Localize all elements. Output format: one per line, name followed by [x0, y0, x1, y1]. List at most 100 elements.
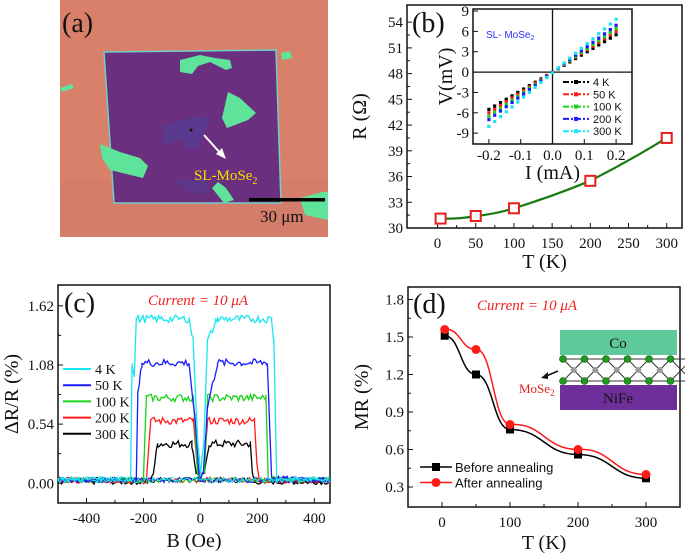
legend-label: 300 K [593, 126, 622, 138]
flake [60, 84, 74, 92]
x-tick-label: -200 [130, 511, 158, 527]
current-annotation: Current = 10 μA [477, 298, 578, 314]
y-tick-label: 54 [388, 15, 404, 31]
iv-point [591, 40, 595, 45]
x-tick-label: 200 [567, 515, 590, 531]
mose2-label: MoSe2 [519, 381, 555, 398]
data-point-circle [440, 325, 450, 334]
legend-marker [574, 104, 578, 109]
legend-label: Before annealing [455, 460, 553, 475]
iv-point [516, 94, 520, 98]
iv-point [597, 39, 601, 43]
x-tick-label: 400 [303, 511, 326, 527]
iv-point [556, 66, 560, 70]
panel-label-b: (b) [412, 8, 445, 39]
iv-point [493, 104, 497, 108]
iv-point [504, 102, 508, 106]
iv-point [579, 46, 584, 51]
se-atom [645, 377, 653, 385]
x-tick-label: 0 [197, 511, 205, 527]
data-point-square [507, 202, 520, 215]
data-point-circle [573, 445, 583, 454]
iv-point [585, 45, 589, 49]
x-tick-label: 200 [579, 236, 602, 252]
iv-point [585, 41, 589, 46]
iv-point [521, 88, 526, 93]
x-tick-label: 100 [503, 236, 526, 252]
plot-frame [406, 4, 683, 229]
iv-point [608, 33, 612, 37]
iv-point [545, 76, 549, 80]
data-point-square [574, 450, 582, 459]
x-tick-label: 250 [617, 236, 640, 252]
monolayer-flake [163, 116, 210, 150]
iv-point [510, 105, 514, 109]
se-atom [602, 355, 610, 363]
legend-label: 50 K [95, 379, 123, 394]
iv-point [614, 23, 618, 27]
panel-label-a: (a) [62, 8, 93, 39]
se-atom [623, 355, 632, 363]
mo-atom [592, 367, 599, 373]
se-atom [623, 377, 632, 385]
flake [212, 182, 234, 203]
y-tick-label: 0 [462, 65, 470, 81]
x-tick-label: 100 [499, 515, 522, 531]
flake [100, 144, 148, 178]
iv-point [608, 22, 612, 26]
legend-label: 4 K [593, 77, 610, 89]
iv-point [498, 115, 503, 119]
mo-atom [613, 367, 620, 373]
annotation-label: SL-MoSe2 [194, 168, 257, 187]
legend-label: 100 K [593, 102, 622, 114]
iv-point [614, 29, 618, 33]
y-tick-label: 45 [388, 92, 403, 108]
iv-point [562, 61, 566, 65]
x-axis-label: T (K) [522, 251, 567, 273]
legend-marker [432, 463, 440, 471]
flake [180, 55, 232, 74]
data-point-circle [641, 470, 651, 479]
y-tick-label: 30 [388, 221, 403, 237]
y-tick-label: 0.00 [28, 476, 54, 492]
y-tick-label: 6 [462, 24, 470, 40]
iv-point [510, 100, 514, 105]
data-point-circle [505, 420, 515, 429]
y-tick-label: 39 [388, 144, 403, 160]
iv-point [527, 87, 531, 92]
data-point-square [472, 370, 480, 379]
scale-bar-label: 30 μm [260, 207, 304, 226]
iv-point [568, 56, 572, 60]
y-tick-label: 1.2 [385, 368, 404, 384]
y-tick-label: 36 [388, 170, 404, 186]
iv-point [574, 53, 578, 57]
legend-label: 200 K [95, 412, 130, 427]
x-tick-label: 200 [246, 511, 269, 527]
iv-point [608, 36, 612, 40]
x-tick-label: 0.0 [543, 148, 562, 164]
mo-atom [570, 367, 577, 373]
plot-frame [57, 284, 331, 504]
mose2-bond [670, 358, 685, 382]
current-annotation: Current = 10 μA [148, 293, 249, 309]
mo-atom [635, 367, 642, 373]
iv-point [504, 105, 508, 109]
x-tick-label: 150 [541, 236, 564, 252]
x-tick-label: -0.2 [477, 148, 501, 164]
y-tick-label: 1.08 [28, 358, 54, 374]
y-tick-label: 33 [388, 195, 403, 211]
scale-bar [249, 198, 325, 202]
legend-marker [574, 80, 578, 84]
y-tick-label: 3 [462, 45, 470, 61]
co-label: Co [609, 336, 627, 352]
iv-point [516, 90, 520, 95]
iv-point [602, 32, 607, 36]
arrow-head-icon [216, 148, 226, 159]
y-tick-label: 0.6 [385, 443, 404, 459]
se-atom [580, 377, 589, 385]
iv-point [597, 40, 601, 45]
iv-point [493, 110, 497, 114]
mr-trace [57, 438, 331, 486]
x-axis-label: I (mA) [525, 162, 580, 184]
